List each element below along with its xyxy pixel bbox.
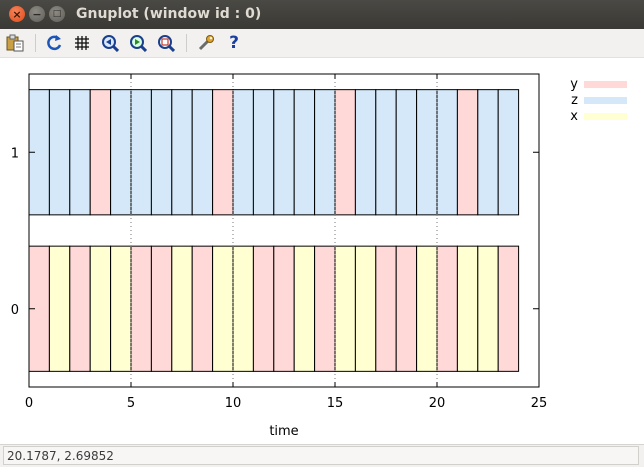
segment-row0-23-y	[497, 245, 520, 372]
segment-row0-20-y	[436, 245, 458, 372]
segment-row0-1-x	[48, 245, 71, 372]
next-zoom-button[interactable]	[129, 34, 147, 52]
toolbar-separator	[186, 34, 187, 52]
segment-row1-2-z	[69, 89, 91, 216]
segment-row1-14-z	[314, 89, 336, 216]
x-axis-label: time	[269, 424, 298, 439]
segment-row1-10-z	[232, 89, 254, 216]
toolbar-separator	[35, 34, 36, 52]
segment-row0-6-y	[150, 245, 173, 372]
segment-row1-19-z	[416, 89, 438, 216]
segment-row0-4-x	[110, 245, 132, 372]
previous-zoom-button[interactable]	[101, 34, 119, 52]
segment-row0-18-y	[395, 245, 418, 372]
close-button[interactable]: ×	[9, 6, 25, 22]
toolbar: ?	[0, 29, 644, 58]
segment-row0-10-x	[232, 245, 254, 372]
x-tick-label: 20	[429, 396, 446, 411]
segment-row1-22-z	[477, 89, 499, 216]
segment-row1-4-z	[110, 89, 132, 216]
segment-row1-15-y	[334, 89, 356, 216]
segment-row0-15-x	[334, 245, 356, 372]
legend-swatch-z	[584, 97, 627, 104]
segment-row0-19-x	[416, 245, 438, 372]
help-button[interactable]: ?	[225, 33, 243, 53]
gnuplot-chart[interactable]: 0 5 10 15 20 25 0 1 yzx time	[0, 58, 644, 443]
maximize-button[interactable]: □	[49, 6, 65, 22]
segment-row0-8-y	[191, 245, 214, 372]
segment-row1-3-y	[89, 89, 112, 216]
window-controls: × − □	[9, 6, 65, 22]
segment-row1-6-z	[150, 89, 173, 216]
close-icon: ×	[12, 7, 22, 21]
coordinate-readout: 20.1787, 2.69852	[3, 446, 639, 465]
segment-row0-7-x	[171, 245, 193, 372]
segment-row0-17-y	[375, 245, 397, 372]
segment-row1-7-z	[171, 89, 193, 216]
x-tick-label: 15	[327, 396, 344, 411]
legend-label-y: y	[570, 77, 578, 92]
plot-border	[28, 73, 540, 388]
segment-row1-1-z	[48, 89, 71, 216]
autoscale-icon	[158, 35, 175, 52]
window-title: Gnuplot (window id : 0)	[76, 6, 262, 22]
segment-row0-9-x	[212, 245, 234, 372]
legend-swatch-x	[584, 113, 627, 120]
grid-button[interactable]	[73, 34, 91, 52]
segment-row0-12-y	[273, 245, 295, 372]
segment-row0-21-x	[456, 245, 479, 372]
y-tick-label: 1	[11, 146, 19, 161]
next-zoom-icon	[130, 35, 147, 52]
copy-to-clipboard-icon	[6, 34, 24, 52]
x-tick-label: 5	[127, 396, 135, 411]
segment-row0-3-x	[89, 245, 112, 372]
options-icon	[198, 35, 214, 51]
segment-row1-20-z	[436, 89, 458, 216]
segment-row1-16-z	[354, 89, 377, 216]
x-tick-label: 10	[225, 396, 242, 411]
legend-label-z: z	[571, 93, 578, 108]
segment-row0-22-x	[477, 245, 499, 372]
segment-row1-18-z	[395, 89, 418, 216]
title-bar: × − □ Gnuplot (window id : 0)	[0, 0, 644, 29]
grid-icon	[75, 36, 89, 50]
replot-icon	[47, 35, 62, 51]
segment-row1-12-z	[273, 89, 295, 216]
help-icon: ?	[229, 33, 239, 53]
copy-to-clipboard-button[interactable]	[6, 34, 24, 52]
segment-row1-17-z	[375, 89, 397, 216]
segment-row0-2-y	[69, 245, 91, 372]
segment-row0-5-y	[130, 245, 152, 372]
autoscale-button[interactable]	[157, 34, 175, 52]
segment-row1-8-z	[191, 89, 214, 216]
minimize-icon: −	[32, 7, 42, 21]
minimize-button[interactable]: −	[29, 6, 45, 22]
maximize-icon: □	[52, 8, 62, 19]
legend-label-x: x	[570, 109, 578, 124]
x-tick-label: 25	[531, 396, 548, 411]
replot-button[interactable]	[45, 34, 63, 52]
segment-row1-21-y	[456, 89, 479, 216]
segment-row1-5-z	[130, 89, 152, 216]
segment-row0-13-x	[293, 245, 316, 372]
segment-row0-16-x	[354, 245, 377, 372]
segment-row1-23-z	[497, 89, 520, 216]
x-tick-label: 0	[25, 396, 33, 411]
segment-row1-9-y	[212, 89, 234, 216]
previous-zoom-icon	[102, 35, 119, 52]
segment-row1-11-z	[252, 89, 275, 216]
options-button[interactable]	[197, 34, 215, 52]
legend-swatch-y	[584, 81, 627, 88]
segment-row0-14-y	[314, 245, 336, 372]
status-bar: 20.1787, 2.69852	[0, 444, 644, 467]
segment-row1-13-z	[293, 89, 316, 216]
y-tick-label: 0	[11, 303, 19, 318]
segment-row0-11-y	[252, 245, 275, 372]
